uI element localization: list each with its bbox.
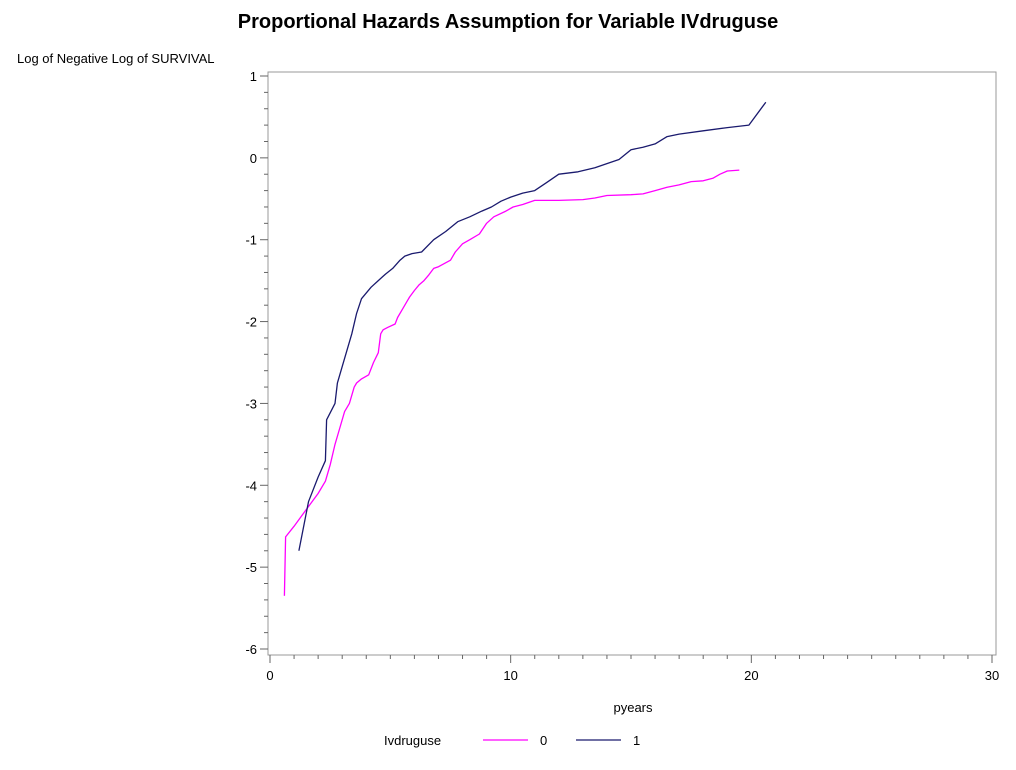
legend: Ivdruguse 0 1 (384, 733, 640, 748)
legend-label-series-0: 0 (540, 733, 547, 748)
y-tick-label: -5 (245, 560, 257, 575)
y-tick-label: 1 (250, 69, 257, 84)
y-tick-label: -3 (245, 396, 257, 411)
x-axis: 0 10 20 30 (266, 655, 999, 683)
series-line-1 (298, 101, 767, 551)
x-tick-label: 10 (503, 668, 517, 683)
series-layer (283, 101, 767, 596)
x-tick-label: 0 (266, 668, 273, 683)
y-tick-label: -6 (245, 642, 257, 657)
y-axis-label: Log of Negative Log of SURVIVAL (17, 51, 215, 66)
x-tick-label: 30 (985, 668, 999, 683)
y-tick-label: 0 (250, 151, 257, 166)
y-tick-label: -4 (245, 478, 257, 493)
chart-title: Proportional Hazards Assumption for Vari… (238, 11, 778, 33)
y-axis: 1 0 -1 -2 -3 -4 -5 -6 (245, 69, 268, 657)
x-axis-label: pyears (613, 700, 653, 715)
series-line-0 (283, 169, 740, 596)
x-tick-label: 20 (744, 668, 758, 683)
legend-title: Ivdruguse (384, 733, 441, 748)
y-tick-label: -1 (245, 233, 257, 248)
legend-label-series-1: 1 (633, 733, 640, 748)
plot-frame (267, 71, 997, 656)
y-tick-label: -2 (245, 315, 257, 330)
